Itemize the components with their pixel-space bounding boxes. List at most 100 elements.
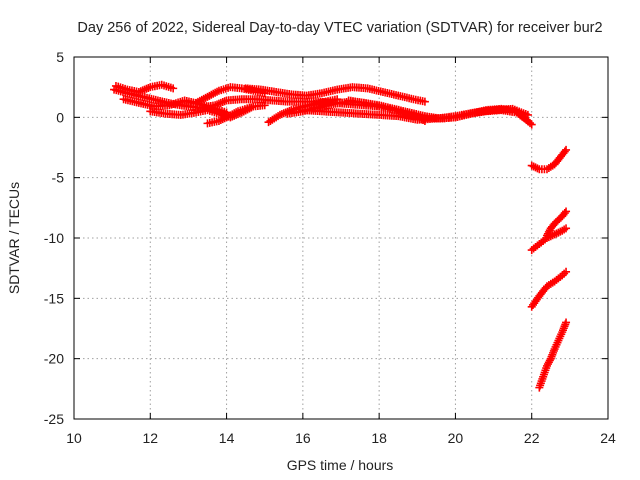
- data-point: [562, 224, 571, 233]
- data-point: [222, 96, 231, 105]
- y-axis: 5 0 -5 -10 -15 -20 -25: [44, 49, 608, 427]
- series-arc-6: [203, 103, 254, 128]
- data-point: [249, 102, 258, 111]
- y-tick-label: -15: [44, 290, 64, 306]
- data-point: [356, 109, 365, 118]
- y-tick-label: -10: [44, 230, 64, 246]
- data-point: [558, 150, 567, 159]
- data-point: [260, 101, 269, 110]
- y-tick-label: -5: [52, 170, 65, 186]
- data-point: [542, 231, 551, 240]
- data-point: [298, 106, 307, 115]
- series-arc-14: [542, 207, 571, 240]
- series-arc-15: [527, 267, 571, 311]
- y-tick-label: -25: [44, 411, 64, 427]
- data-point: [497, 104, 506, 113]
- data-point: [214, 86, 223, 95]
- data-point: [409, 95, 418, 104]
- data-point: [253, 95, 262, 104]
- series-arc-7: [241, 83, 429, 106]
- data-point: [192, 108, 201, 117]
- data-point: [527, 246, 536, 255]
- data-point: [539, 372, 548, 381]
- grid: [74, 57, 608, 419]
- x-axis-label: GPS time / hours: [287, 457, 394, 473]
- data-point: [111, 81, 120, 90]
- chart-title: Day 256 of 2022, Sidereal Day-to-day VTE…: [77, 20, 602, 36]
- data-point: [550, 345, 559, 354]
- data-point: [268, 96, 277, 105]
- data-point: [378, 87, 387, 96]
- data-point: [123, 85, 132, 94]
- data-point: [413, 115, 422, 124]
- trail-marker: [545, 356, 554, 365]
- data-point: [317, 107, 326, 116]
- data-point: [275, 110, 284, 119]
- data-point: [203, 119, 212, 128]
- data-point: [405, 108, 414, 117]
- x-tick-label: 10: [66, 430, 82, 446]
- y-axis-label: SDTVAR / TECUs: [6, 182, 22, 294]
- data-point: [344, 96, 353, 105]
- data-point: [287, 90, 296, 99]
- data-point: [550, 219, 559, 228]
- data-point: [420, 97, 429, 106]
- data-point: [562, 207, 571, 216]
- data-point: [169, 84, 178, 93]
- data-point: [180, 96, 189, 105]
- data-point: [134, 98, 143, 107]
- data-point: [264, 118, 273, 127]
- series-arc-13: [527, 224, 571, 255]
- y-tick-label: 0: [56, 109, 64, 125]
- data-point: [359, 98, 368, 107]
- data-point: [535, 240, 544, 249]
- data-point: [161, 109, 170, 118]
- data-point: [283, 109, 292, 118]
- data-point: [317, 89, 326, 98]
- data-point: [302, 91, 311, 100]
- data-point: [283, 97, 292, 106]
- x-tick-label: 24: [600, 430, 616, 446]
- data-point: [451, 113, 460, 122]
- data-point: [203, 92, 212, 101]
- data-point: [214, 109, 223, 118]
- data-point: [558, 212, 567, 221]
- x-tick-label: 16: [295, 430, 311, 446]
- data-point: [420, 112, 429, 121]
- data-points: [110, 80, 571, 392]
- series-arc-12: [527, 145, 571, 174]
- data-point: [394, 91, 403, 100]
- series-arc-16: [535, 318, 571, 392]
- trail-marker: [526, 119, 535, 128]
- data-point: [546, 224, 555, 233]
- data-point: [146, 83, 155, 92]
- data-point: [222, 113, 231, 122]
- data-point: [527, 302, 536, 311]
- x-tick-label: 20: [448, 430, 464, 446]
- x-tick-label: 18: [371, 430, 387, 446]
- x-tick-label: 14: [219, 430, 235, 446]
- y-tick-label: 5: [56, 49, 64, 65]
- x-axis: 10 12 14 16 18 20 22 24: [66, 57, 616, 446]
- data-point: [237, 95, 246, 104]
- data-point: [550, 277, 559, 286]
- data-point: [272, 87, 281, 96]
- data-point: [256, 85, 265, 94]
- data-point: [234, 107, 243, 116]
- data-point: [550, 230, 559, 239]
- data-point: [390, 104, 399, 113]
- data-point: [466, 109, 475, 118]
- data-point: [562, 267, 571, 276]
- data-point: [165, 101, 174, 110]
- data-point: [527, 161, 536, 170]
- data-point: [535, 383, 544, 392]
- data-point: [157, 80, 166, 89]
- data-point: [527, 120, 536, 129]
- data-point: [176, 110, 185, 119]
- trail-marker: [531, 163, 540, 172]
- data-point: [558, 271, 567, 280]
- series-arc-11: [344, 96, 536, 129]
- data-point: [554, 336, 563, 345]
- x-tick-label: 12: [142, 430, 158, 446]
